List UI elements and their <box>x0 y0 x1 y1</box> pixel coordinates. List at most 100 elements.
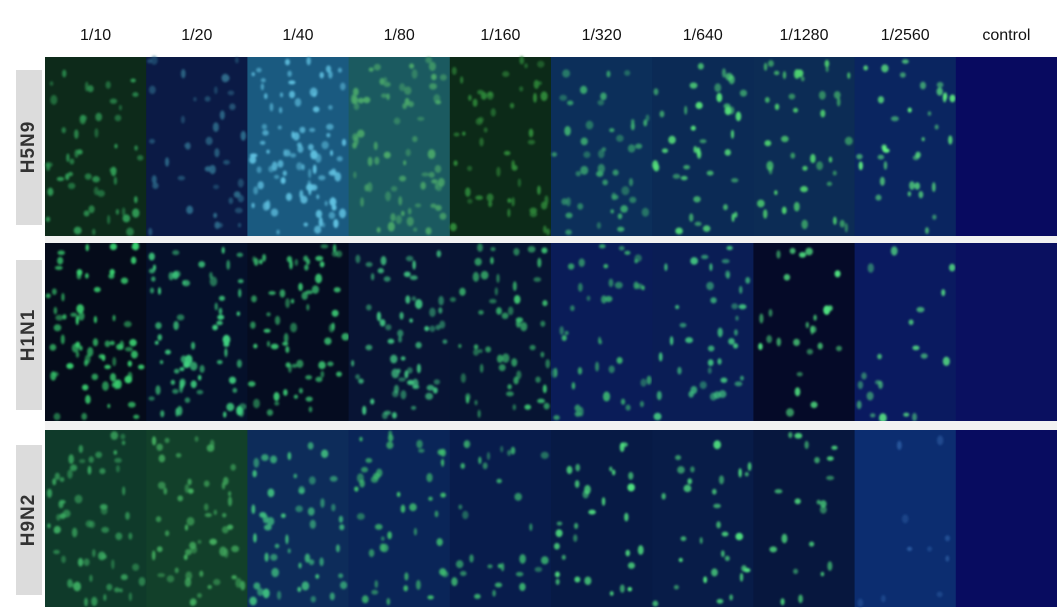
fluorescent-cell <box>428 497 433 501</box>
fluorescent-cell <box>620 205 628 213</box>
fluorescent-cell <box>94 187 99 196</box>
fluorescent-cell <box>378 268 384 273</box>
fluorescent-cell <box>440 493 446 498</box>
fluorescent-cell <box>314 226 321 234</box>
fluorescent-cell <box>491 108 496 116</box>
fluorescent-cell <box>537 399 545 404</box>
fluorescent-cell <box>398 196 402 205</box>
fluorescent-cell <box>668 136 676 144</box>
fluorescent-cell <box>510 103 514 108</box>
fluorescent-cell <box>188 488 194 494</box>
fluorescent-cell <box>134 145 138 150</box>
fluorescent-cell <box>416 440 422 448</box>
fluorescent-cell <box>941 289 945 296</box>
fluorescent-cell <box>134 196 138 203</box>
fluorescent-cell <box>920 82 926 90</box>
fluorescent-cell <box>487 452 490 460</box>
fluorescent-cell <box>306 304 309 311</box>
fluorescent-cell <box>214 86 218 94</box>
fluorescent-cell <box>219 308 223 315</box>
fluorescent-cell <box>76 315 79 325</box>
fluorescent-cell <box>61 293 64 301</box>
fluorescent-cell <box>499 364 506 371</box>
fluorescent-cell <box>740 90 747 97</box>
fluorescent-cell <box>148 228 152 236</box>
fluorescent-cell <box>267 409 273 416</box>
fluorescent-cell <box>274 392 280 401</box>
fluorescent-cell <box>877 354 882 360</box>
fluorescent-cell <box>949 94 955 102</box>
fluorescent-cell <box>351 360 354 366</box>
fluorescent-cell <box>557 521 563 525</box>
fluorescent-cell <box>556 579 560 585</box>
fluorescent-cell <box>186 206 193 214</box>
fluorescent-cell <box>381 93 387 98</box>
fluorescent-cell <box>478 349 483 353</box>
fluorescent-cell <box>266 312 270 316</box>
fluorescent-cell <box>219 296 225 301</box>
fluorescent-cell <box>710 393 717 401</box>
fluorescent-cell <box>374 142 378 150</box>
fluorescent-cell <box>615 282 623 289</box>
fluorescent-cell <box>908 108 912 113</box>
fluorescent-cell <box>342 333 350 340</box>
fluorescent-cell <box>597 222 601 229</box>
fluorescent-cell <box>913 155 919 160</box>
micrograph-tile <box>753 243 855 421</box>
fluorescent-cell <box>302 581 310 590</box>
fluorescent-cell <box>769 546 777 552</box>
micrograph-tile <box>450 243 552 421</box>
fluorescent-cell <box>179 367 184 371</box>
fluorescent-cell <box>587 296 591 301</box>
fluorescent-cell <box>128 361 132 367</box>
fluorescent-cell <box>213 185 219 190</box>
fluorescent-cell <box>701 255 708 259</box>
column-label: 1/20 <box>181 27 212 44</box>
fluorescent-cell <box>404 271 411 277</box>
fluorescent-cell <box>429 62 436 71</box>
fluorescent-cell <box>467 166 472 171</box>
fluorescent-cell <box>464 441 468 447</box>
fluorescent-cell <box>385 324 391 330</box>
fluorescent-cell <box>371 273 374 280</box>
fluorescent-cell <box>387 531 392 539</box>
fluorescent-cell <box>330 593 335 601</box>
fluorescent-cell <box>675 455 681 460</box>
fluorescent-cell <box>223 342 229 347</box>
fluorescent-cell <box>68 183 75 189</box>
fluorescent-cell <box>556 529 563 537</box>
fluorescent-cell <box>177 495 183 501</box>
fluorescent-cell <box>305 375 312 380</box>
fluorescent-cell <box>624 513 628 522</box>
fluorescent-cell <box>638 545 644 555</box>
fluorescent-cell <box>184 143 188 147</box>
fluorescent-cell <box>537 186 541 195</box>
fluorescent-cell <box>397 330 403 337</box>
fluorescent-cell <box>609 128 614 132</box>
fluorescent-cell <box>157 573 165 577</box>
fluorescent-cell <box>825 60 830 68</box>
fluorescent-cell <box>54 307 58 314</box>
fluorescent-cell <box>409 503 417 511</box>
fluorescent-cell <box>125 512 130 520</box>
fluorescent-cell <box>602 147 606 151</box>
fluorescent-cell <box>450 297 456 302</box>
micrograph-tile <box>146 243 248 421</box>
fluorescent-cell <box>384 276 391 281</box>
fluorescent-cell <box>530 345 536 350</box>
fluorescent-cell <box>418 449 424 453</box>
fluorescent-cell <box>729 594 733 600</box>
fluorescent-cell <box>261 83 264 90</box>
fluorescent-cell <box>490 257 494 264</box>
fluorescent-cell <box>537 61 544 68</box>
fluorescent-cell <box>270 554 277 561</box>
column-label: 1/320 <box>582 27 622 44</box>
fluorescent-cell <box>89 575 92 582</box>
fluorescent-cell <box>75 495 83 504</box>
fluorescent-cell <box>716 521 721 528</box>
fluorescent-cell <box>429 83 437 89</box>
fluorescent-cell <box>132 92 138 97</box>
fluorescent-cell <box>543 226 547 234</box>
fluorescent-cell <box>150 288 154 294</box>
fluorescent-cell <box>379 543 385 551</box>
